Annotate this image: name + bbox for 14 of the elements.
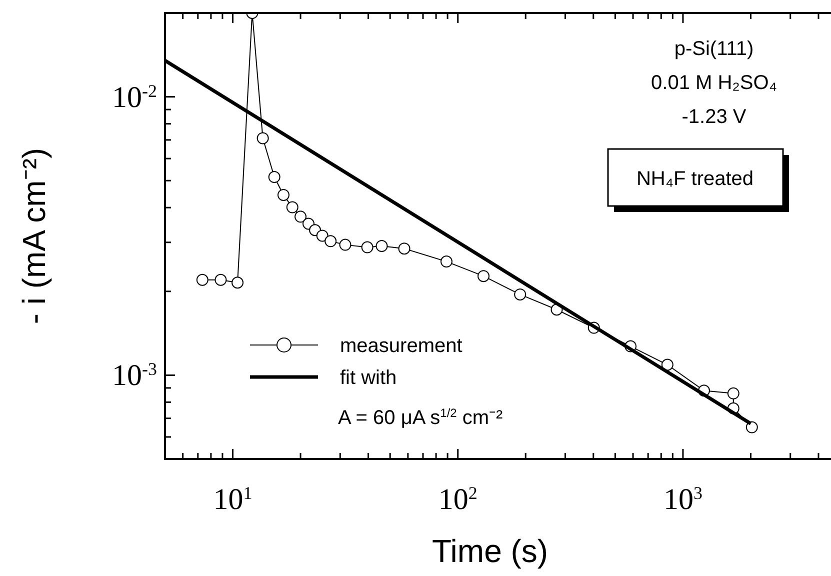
x-tick-label: 10$^{1}$	[213, 483, 252, 516]
y-tick-label: 10$^{-3}$	[112, 359, 157, 392]
x-tick-label: 10$^{2}$	[438, 483, 478, 516]
y-tick-label: 10$^{-2}$	[112, 80, 157, 114]
annotation: A = 60 μA s$^{1/2}$ cm⁻²	[338, 406, 504, 429]
annotation: p-Si(111)	[674, 38, 754, 60]
legend-label: measurement	[340, 335, 463, 357]
y-axis-title: - i (mA cm⁻²)	[16, 148, 52, 324]
x-axis-title: Time (s)	[432, 533, 548, 569]
annotation: 0.01 M H₂SO₄	[651, 72, 777, 94]
annotation: NH₄F treated	[636, 168, 754, 190]
legend-label: fit with	[340, 367, 397, 389]
x-tick-label: 10$^{3}$	[663, 483, 702, 516]
annotation: -1.23 V	[682, 106, 747, 128]
